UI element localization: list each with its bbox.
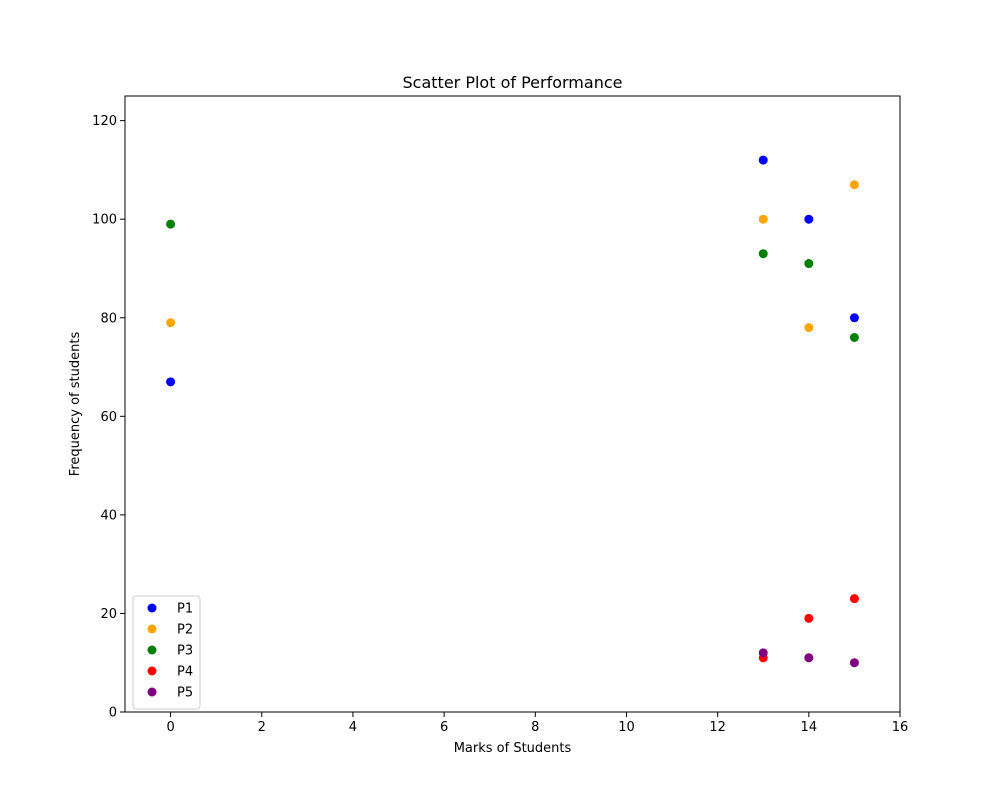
legend-marker (147, 624, 157, 634)
legend-marker (147, 603, 157, 613)
plot-frame (124, 95, 901, 713)
data-point-p1 (849, 313, 859, 323)
y-tick-label: 100 (92, 213, 117, 228)
x-axis-label: Marks of Students (454, 741, 572, 756)
x-tick-label: 6 (440, 720, 448, 735)
data-point-p4 (804, 613, 814, 623)
data-point-p2 (758, 214, 768, 224)
y-axis: 0 20 40 60 80 100 120 (92, 114, 125, 721)
x-tick-label: 0 (166, 720, 174, 735)
legend-marker (147, 666, 157, 676)
legend-box (132, 595, 201, 710)
series-p2 (166, 180, 859, 333)
data-point-p3 (804, 259, 814, 269)
y-tick-label: 40 (100, 508, 117, 523)
y-axis-label: Frequency of students (68, 332, 83, 477)
data-point-p3 (849, 332, 859, 342)
data-point-p1 (758, 155, 768, 165)
data-point-p5 (849, 658, 859, 668)
legend: P1 P2 P3 P4 P5 (132, 595, 201, 710)
series-p1 (166, 155, 859, 387)
plot-area (166, 155, 859, 668)
data-point-p4 (849, 594, 859, 604)
data-point-p2 (166, 318, 176, 328)
legend-item-p4: P4 (147, 665, 193, 680)
y-tick-label: 0 (109, 706, 117, 721)
data-point-p5 (758, 648, 768, 658)
x-tick-label: 2 (258, 720, 266, 735)
x-tick-label: 10 (618, 720, 635, 735)
chart-title: Scatter Plot of Performance (403, 73, 623, 92)
legend-item-p1: P1 (147, 602, 193, 617)
legend-label: P3 (177, 644, 193, 659)
x-tick-label: 12 (709, 720, 726, 735)
series-p4 (758, 594, 859, 663)
y-tick-label: 120 (92, 114, 117, 129)
data-point-p3 (166, 219, 176, 229)
legend-item-p2: P2 (147, 623, 193, 638)
data-point-p1 (804, 214, 814, 224)
y-tick-label: 60 (100, 410, 117, 425)
x-tick-label: 4 (349, 720, 357, 735)
x-axis: 0 2 4 6 8 10 12 14 16 (166, 712, 908, 735)
legend-label: P1 (177, 602, 193, 617)
legend-marker (147, 687, 157, 697)
legend-label: P2 (177, 623, 193, 638)
legend-label: P4 (177, 665, 193, 680)
data-point-p2 (804, 323, 814, 333)
y-tick-label: 80 (100, 311, 117, 326)
series-p5 (758, 648, 859, 668)
legend-label: P5 (177, 686, 193, 701)
x-tick-label: 16 (892, 720, 909, 735)
x-tick-label: 8 (531, 720, 539, 735)
data-point-p2 (849, 180, 859, 190)
legend-item-p5: P5 (147, 686, 193, 701)
series-p3 (166, 219, 859, 342)
x-tick-label: 14 (801, 720, 818, 735)
data-point-p1 (166, 377, 176, 387)
legend-marker (147, 645, 157, 655)
legend-item-p3: P3 (147, 644, 193, 659)
y-tick-label: 20 (100, 607, 117, 622)
data-point-p5 (804, 653, 814, 663)
data-point-p3 (758, 249, 768, 259)
